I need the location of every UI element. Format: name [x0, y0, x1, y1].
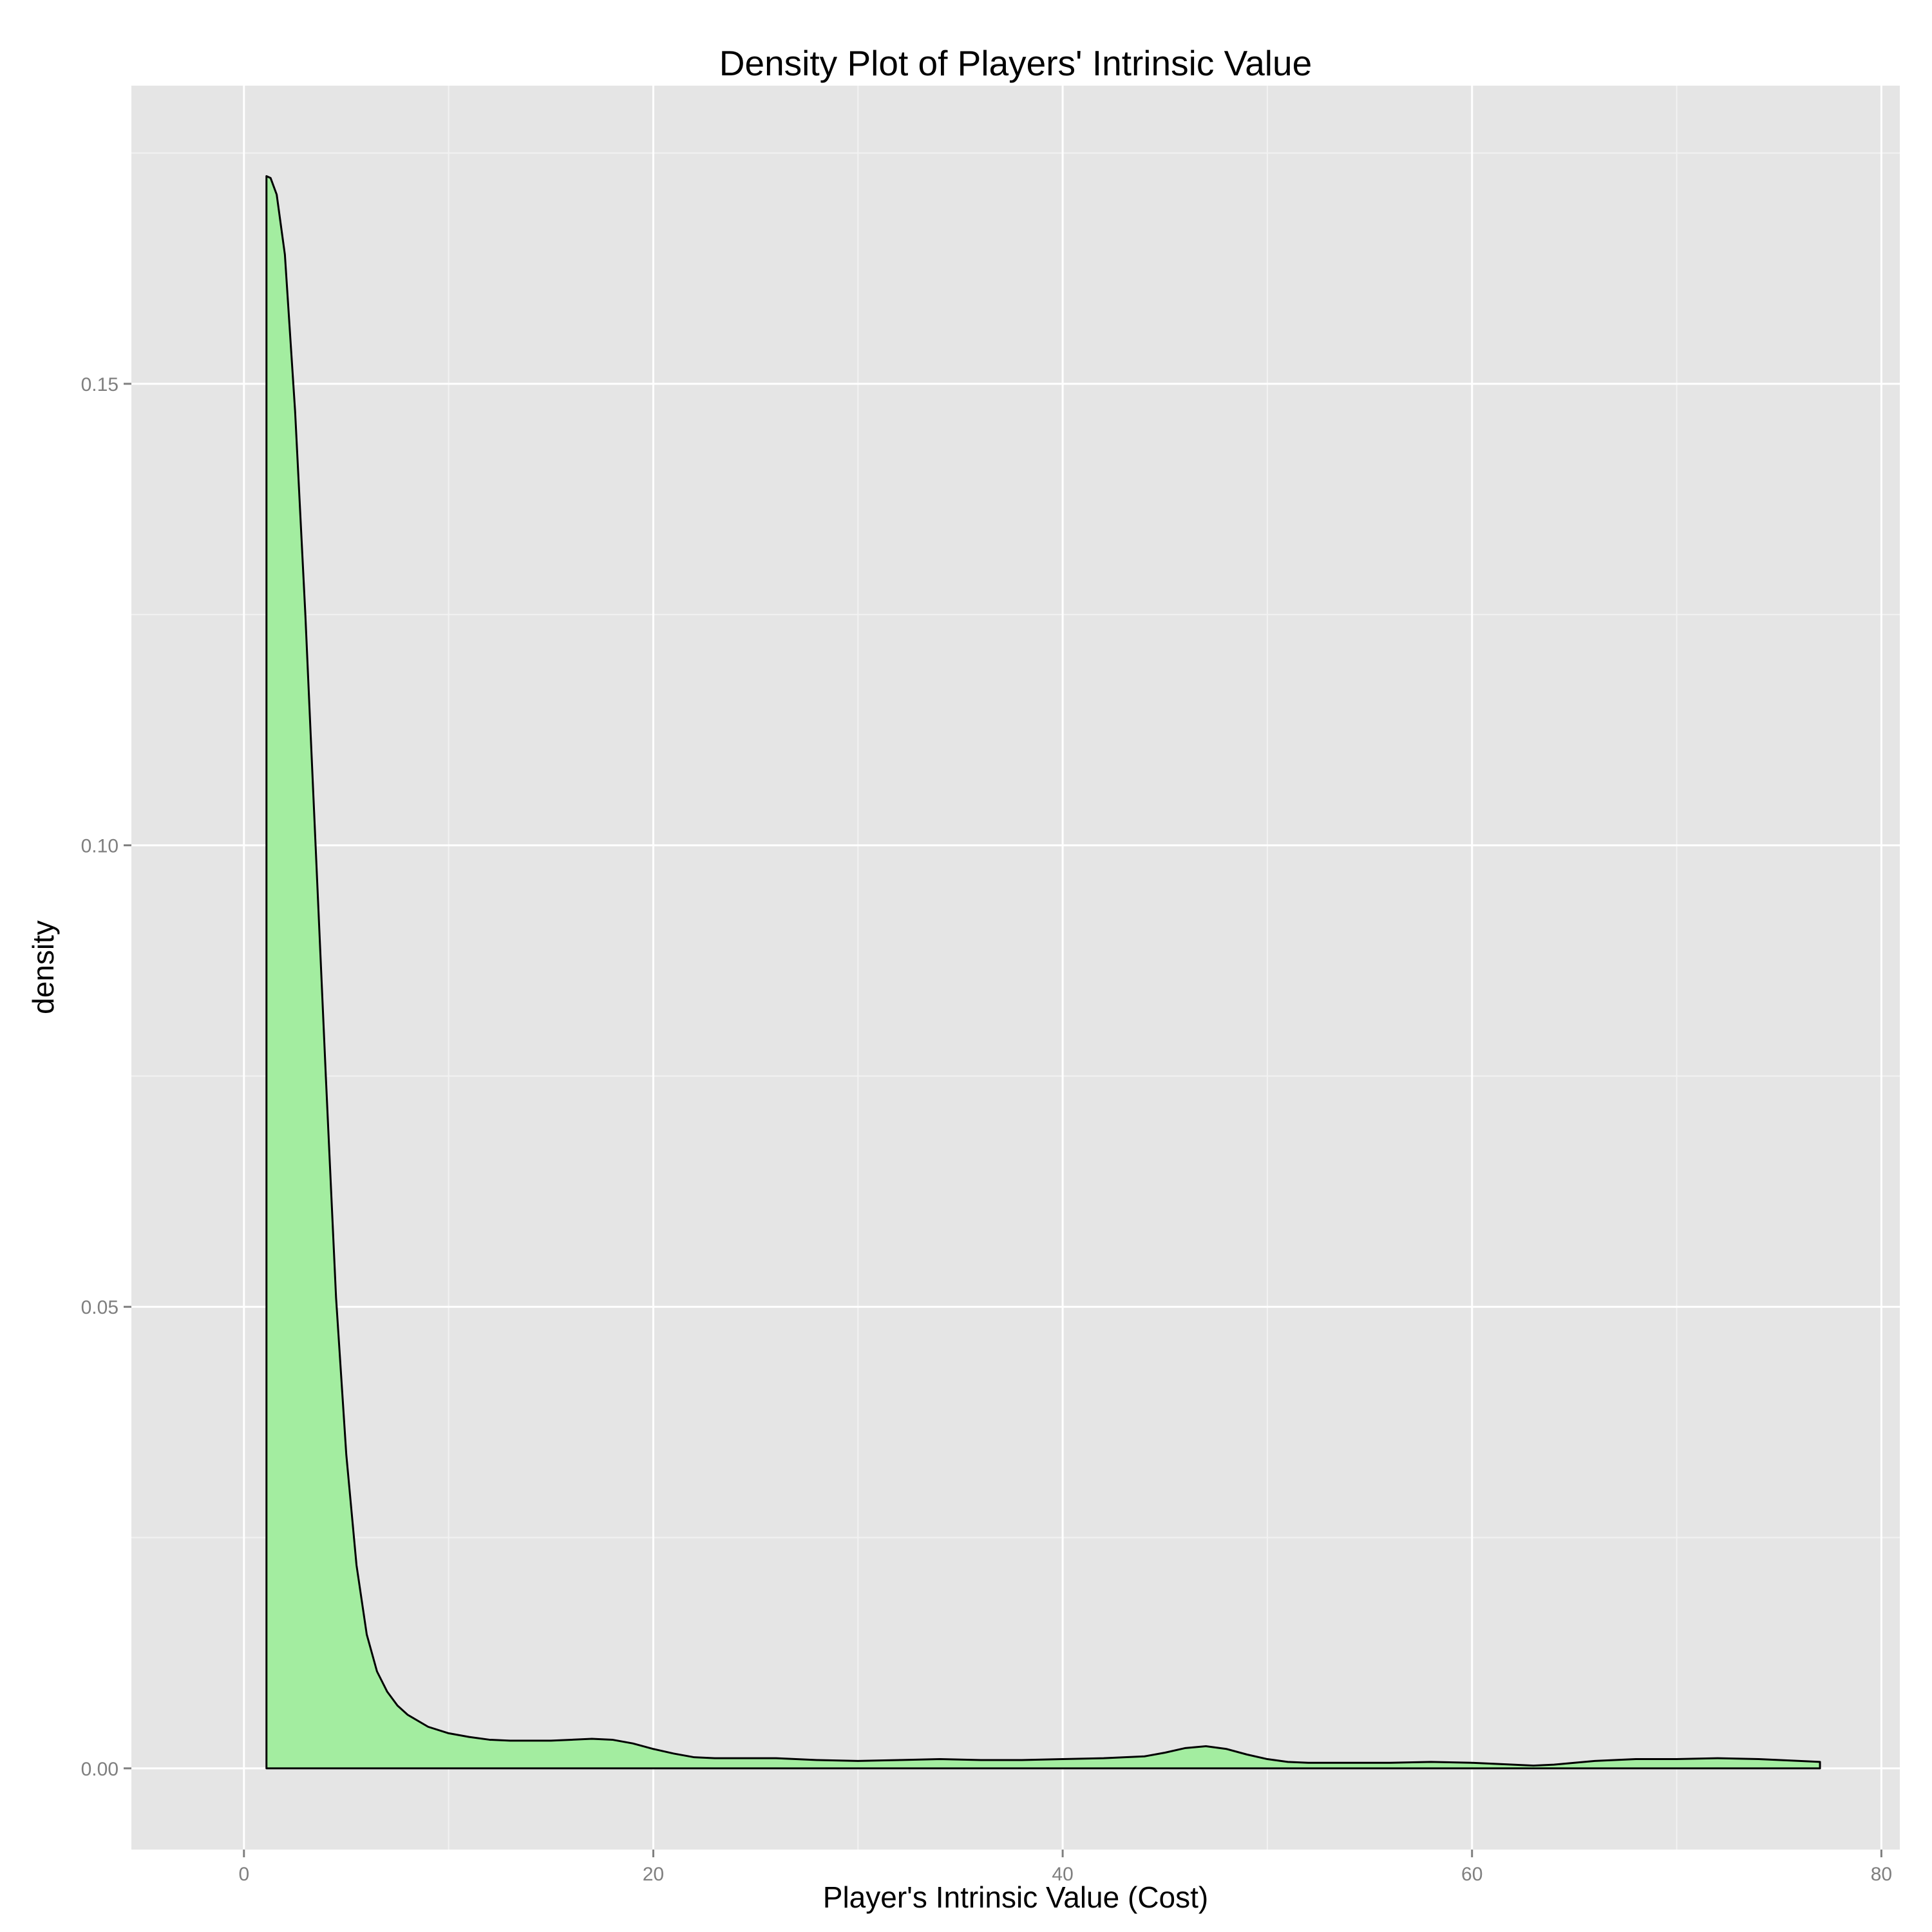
density-area	[265, 175, 1821, 1770]
x-axis-title: Player's Intrinsic Value (Cost)	[823, 1880, 1208, 1914]
y-axis: 0.00 0.05 0.10 0.15	[81, 374, 131, 1780]
y-tick-label: 0.10	[81, 836, 118, 857]
y-tick-label: 0.00	[81, 1759, 118, 1780]
x-tick-label: 20	[643, 1864, 664, 1885]
y-tick-label: 0.05	[81, 1297, 118, 1318]
minor-gridlines	[131, 86, 1900, 1850]
x-tick-label: 60	[1461, 1864, 1482, 1885]
x-tick-label: 0	[238, 1864, 249, 1885]
x-tick-label: 40	[1052, 1864, 1073, 1885]
chart-title: Density Plot of Players' Intrinsic Value	[719, 43, 1312, 83]
plot-panel	[131, 86, 1900, 1850]
x-tick-label: 80	[1871, 1864, 1892, 1885]
x-axis: 0 20 40 60 80	[238, 1850, 1892, 1885]
y-axis-title: density	[26, 920, 60, 1014]
y-tick-label: 0.15	[81, 374, 118, 395]
